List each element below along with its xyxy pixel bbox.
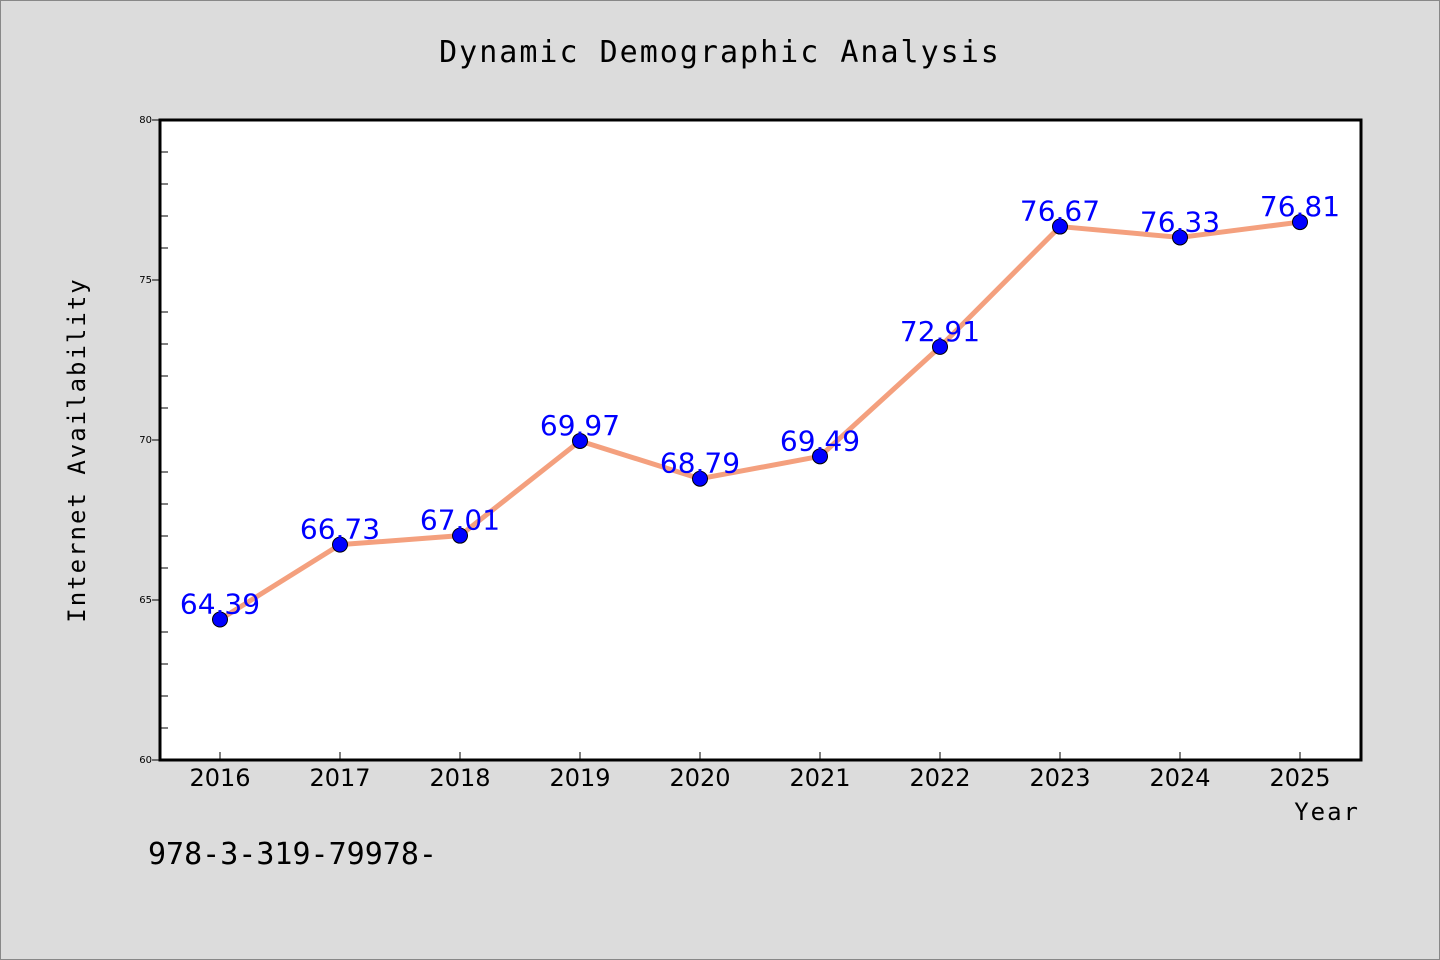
- y-tick-label: 65: [139, 595, 152, 606]
- x-tick-label: 2018: [429, 764, 490, 792]
- x-tick-label: 2023: [1029, 764, 1090, 792]
- x-axis: 2016 2017 2018 2019 2020 2021 2022 2023 2024 2025: [189, 752, 1331, 792]
- y-tick-label: 70: [139, 435, 152, 446]
- data-point: [452, 527, 468, 544]
- x-tick-label: 2019: [549, 764, 610, 792]
- data-point: [212, 611, 228, 628]
- y-tick-label: 75: [139, 275, 152, 286]
- x-tick-label: 2024: [1149, 764, 1210, 792]
- x-tick-label: 2016: [189, 764, 250, 792]
- chart-title: Dynamic Demographic Analysis: [439, 35, 1001, 70]
- data-point: [332, 536, 348, 553]
- data-label: 72.91: [900, 315, 980, 348]
- y-axis: 60 65 70 75 80: [139, 115, 168, 766]
- data-point: [1052, 218, 1068, 235]
- data-label: 76.81: [1260, 190, 1340, 223]
- y-tick-label: 60: [139, 755, 152, 766]
- data-labels-layer: 64.39 66.73 67.01 69.97 68.79 69.49 72.91 76.67…: [180, 190, 1340, 620]
- data-label: 66.73: [300, 513, 380, 546]
- data-point: [812, 448, 828, 465]
- data-label: 67.01: [420, 504, 500, 537]
- data-label: 76.67: [1020, 195, 1100, 228]
- data-point: [1292, 214, 1308, 231]
- data-label: 68.79: [660, 447, 740, 480]
- y-tick-label: 80: [139, 115, 152, 126]
- y-axis-label: Internet Availability: [63, 277, 91, 622]
- x-tick-label: 2020: [669, 764, 730, 792]
- data-point: [932, 338, 948, 355]
- data-point: [572, 432, 588, 449]
- data-point: [1172, 229, 1188, 246]
- data-label: 69.49: [780, 424, 860, 457]
- x-axis-label: Year: [1294, 798, 1360, 826]
- data-point: [692, 470, 708, 487]
- x-tick-label: 2021: [789, 764, 850, 792]
- x-tick-label: 2017: [309, 764, 370, 792]
- footer-text: 978-3-319-79978-: [148, 837, 437, 872]
- series-line: [218, 219, 1301, 622]
- series-layer: [212, 214, 1308, 628]
- data-label: 69.97: [540, 409, 620, 442]
- x-tick-label: 2022: [909, 764, 970, 792]
- data-label: 76.33: [1140, 205, 1220, 238]
- plot-area: [158, 118, 1363, 762]
- data-label: 64.39: [180, 588, 260, 621]
- x-tick-label: 2025: [1269, 764, 1330, 792]
